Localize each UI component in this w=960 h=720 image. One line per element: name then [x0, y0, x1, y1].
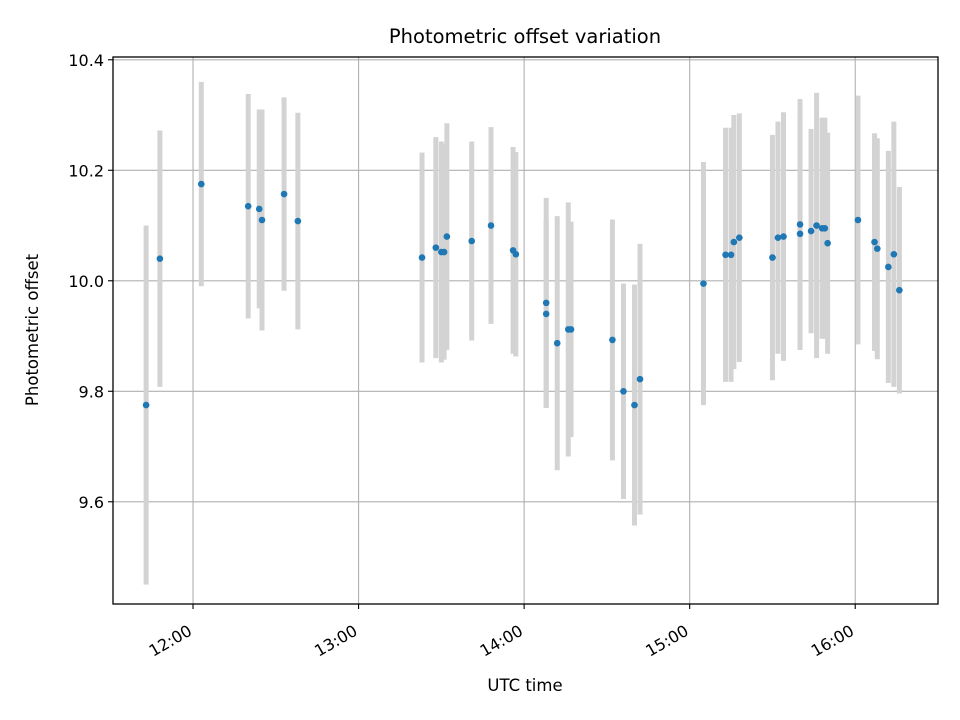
data-point — [736, 234, 743, 241]
chart-title: Photometric offset variation — [389, 25, 661, 48]
data-point — [796, 221, 804, 228]
data-point — [821, 224, 829, 232]
data-point — [487, 222, 495, 229]
data-point — [255, 205, 263, 213]
data-point — [567, 326, 575, 333]
data-point — [722, 251, 729, 259]
data-point — [730, 238, 738, 246]
data-point — [197, 180, 205, 188]
data-point — [468, 237, 475, 245]
point-layer — [142, 180, 903, 409]
data-point — [418, 254, 426, 261]
data-point — [873, 245, 881, 253]
plot-frame — [112, 56, 939, 605]
data-point — [542, 299, 550, 307]
data-point — [636, 375, 644, 383]
data-point — [553, 339, 561, 347]
data-point — [631, 401, 638, 409]
data-point — [142, 401, 150, 409]
data-point — [700, 280, 707, 287]
data-point — [294, 217, 302, 225]
y-tick-label: 10.0 — [68, 272, 104, 291]
data-point — [280, 190, 288, 198]
y-tick-label: 9.6 — [79, 493, 104, 512]
data-point — [244, 202, 252, 210]
data-point — [774, 234, 782, 241]
data-point — [156, 255, 164, 262]
data-point — [620, 387, 627, 395]
data-point — [854, 216, 862, 224]
y-tick-label: 9.8 — [79, 382, 104, 401]
data-point — [609, 336, 616, 344]
y-axis-label: Photometric offset — [23, 253, 42, 406]
data-point — [807, 227, 815, 235]
data-point — [440, 248, 448, 256]
data-point — [813, 222, 820, 229]
data-point — [796, 230, 804, 238]
data-point — [258, 216, 266, 224]
data-point — [443, 233, 451, 240]
data-point — [890, 250, 898, 258]
data-point — [769, 254, 776, 261]
y-tick-label: 10.2 — [68, 161, 104, 180]
data-point — [512, 250, 520, 258]
x-axis-label: UTC time — [487, 676, 562, 695]
data-point — [896, 286, 903, 294]
data-point — [727, 251, 735, 259]
data-point — [824, 239, 831, 247]
data-point — [885, 263, 892, 271]
data-point — [432, 244, 440, 251]
data-point — [871, 238, 878, 246]
data-point — [542, 310, 550, 318]
data-point — [780, 233, 787, 240]
y-tick-label: 10.4 — [68, 51, 104, 70]
